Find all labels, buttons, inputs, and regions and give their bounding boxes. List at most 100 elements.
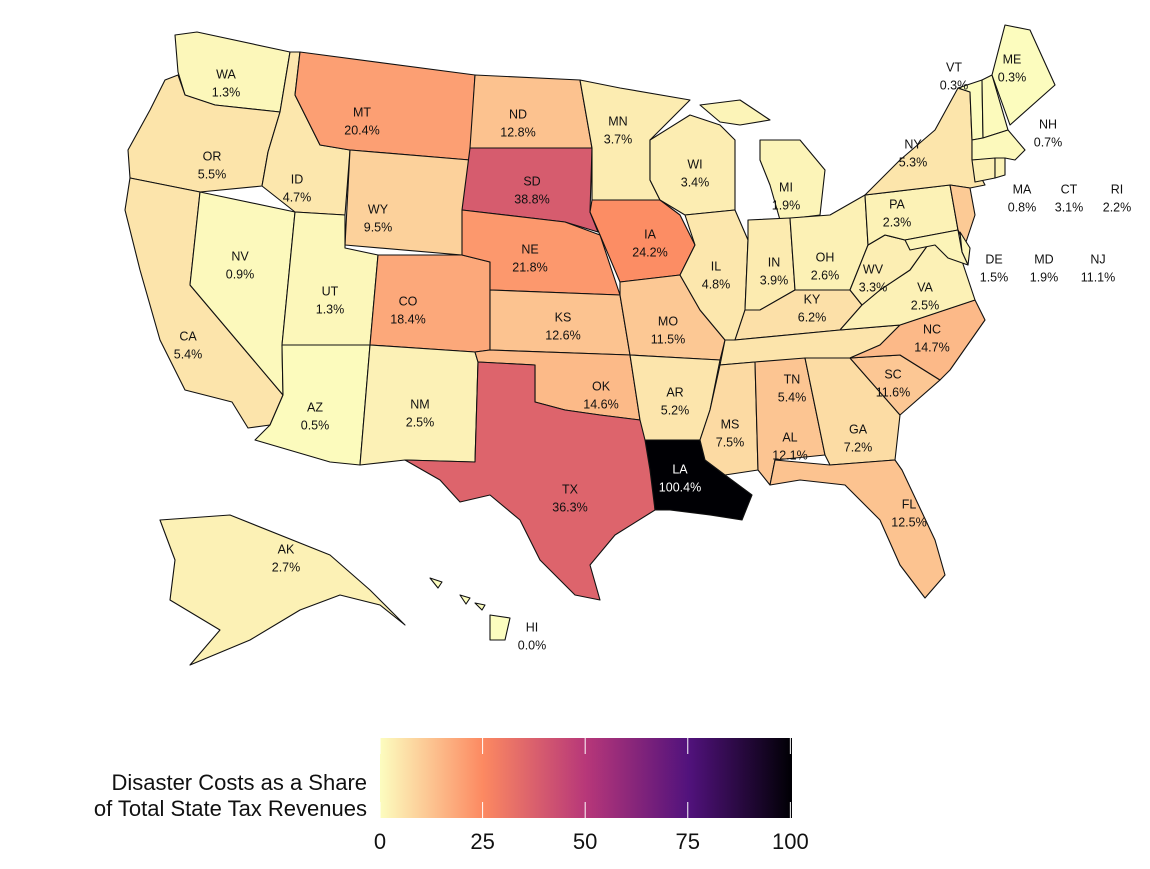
state-name: SC [884,367,901,381]
state-value: 0.7% [1034,135,1063,149]
state [404,361,656,601]
state-value: 6.2% [798,310,827,324]
state-labels: WA 1.3% OR 5.5% CA 5.4% NV 0.9% ID 4.7% MT 20.4% WY 9… [174,52,1132,652]
state-name: IL [711,259,721,273]
state-name: ND [509,107,527,121]
colorbar-tick-label: 0 [374,829,386,854]
legend: Disaster Costs as a Share of Total State… [94,738,809,854]
colorbar-tick-label: 75 [676,829,700,854]
state-name: MT [353,105,371,119]
state-name: NM [410,397,429,411]
state-value: 1.3% [212,85,241,99]
state-value: 2.5% [911,298,940,312]
state-name: VT [946,60,962,74]
state-name: AZ [307,400,323,414]
state-value: 0.3% [940,78,969,92]
state-value: 3.1% [1055,200,1084,214]
state-value: 5.5% [198,167,227,181]
state-value: 0.3% [998,70,1027,84]
state [159,514,406,666]
state-value: 12.8% [500,125,535,139]
state-value: 1.9% [772,198,801,212]
state-name: SD [523,174,540,188]
state-name: NY [904,137,922,151]
state-name: AL [782,430,797,444]
state-name: NE [521,242,538,256]
state-value: 7.5% [716,435,745,449]
state-name: OH [816,250,835,264]
state [991,24,1056,126]
state-value: 20.4% [344,123,379,137]
state-value: 12.1% [772,448,807,462]
state [849,299,986,381]
state-value: 100.4% [659,480,701,494]
state-name: OK [592,379,611,393]
state [904,229,969,266]
states [124,24,1056,666]
state-name: HI [526,620,539,634]
state [949,184,976,246]
state-name: FL [902,497,917,511]
state-value: 1.3% [316,302,345,316]
state-name: CT [1061,182,1078,196]
state-name: UT [322,284,339,298]
state-value: 3.3% [859,280,888,294]
state-value: 12.5% [891,515,926,529]
state-name: WY [368,202,389,216]
state-name: OR [203,149,222,163]
colorbar-tick-label: 100 [772,829,809,854]
state-value: 2.2% [1103,200,1132,214]
state-value: 14.7% [914,340,949,354]
state-value: 5.4% [778,390,807,404]
state-name: TN [784,372,801,386]
state [994,157,1006,179]
state-value: 3.7% [604,132,633,146]
state-value: 5.2% [661,403,690,417]
state-value: 0.9% [226,267,255,281]
state [769,459,946,599]
state-name: IA [644,227,656,241]
colorbar-tick-label: 25 [470,829,494,854]
state-value: 0.8% [1008,200,1037,214]
state [294,51,476,161]
state-value: 4.7% [283,190,312,204]
state-name: KY [804,292,821,306]
state-name: ID [291,172,304,186]
state-name: VA [917,280,933,294]
state-value: 2.5% [406,415,435,429]
state-value: 11.6% [876,385,911,399]
colorbar [380,738,792,818]
state-name: KS [555,310,572,324]
state-value: 38.8% [514,192,549,206]
colorbar-tick-label: 50 [573,829,597,854]
state-name: IN [768,255,781,269]
state-value: 5.3% [899,155,928,169]
state-value: 4.8% [702,277,731,291]
state-value: 21.8% [512,260,547,274]
state [344,149,471,256]
state-value: 2.3% [883,215,912,229]
state-name: MD [1034,252,1053,266]
state-name: NJ [1090,252,1105,266]
state-value: 24.2% [632,245,667,259]
state-name: WV [863,262,884,276]
state [971,157,996,183]
state-name: CA [179,329,197,343]
state-value: 2.6% [811,268,840,282]
state [429,577,511,641]
state-name: AK [278,542,295,556]
state-name: MS [721,417,740,431]
legend-title: of Total State Tax Revenues [94,796,367,821]
state-name: MI [779,180,793,194]
state-value: 3.9% [760,273,789,287]
state-name: CO [399,294,418,308]
state-value: 11.5% [651,332,686,346]
state-value: 5.4% [174,347,203,361]
state-name: WA [216,67,236,81]
state-value: 1.5% [980,270,1009,284]
state-name: AR [666,385,683,399]
legend-title: Disaster Costs as a Share [111,770,367,795]
state-name: LA [672,462,688,476]
